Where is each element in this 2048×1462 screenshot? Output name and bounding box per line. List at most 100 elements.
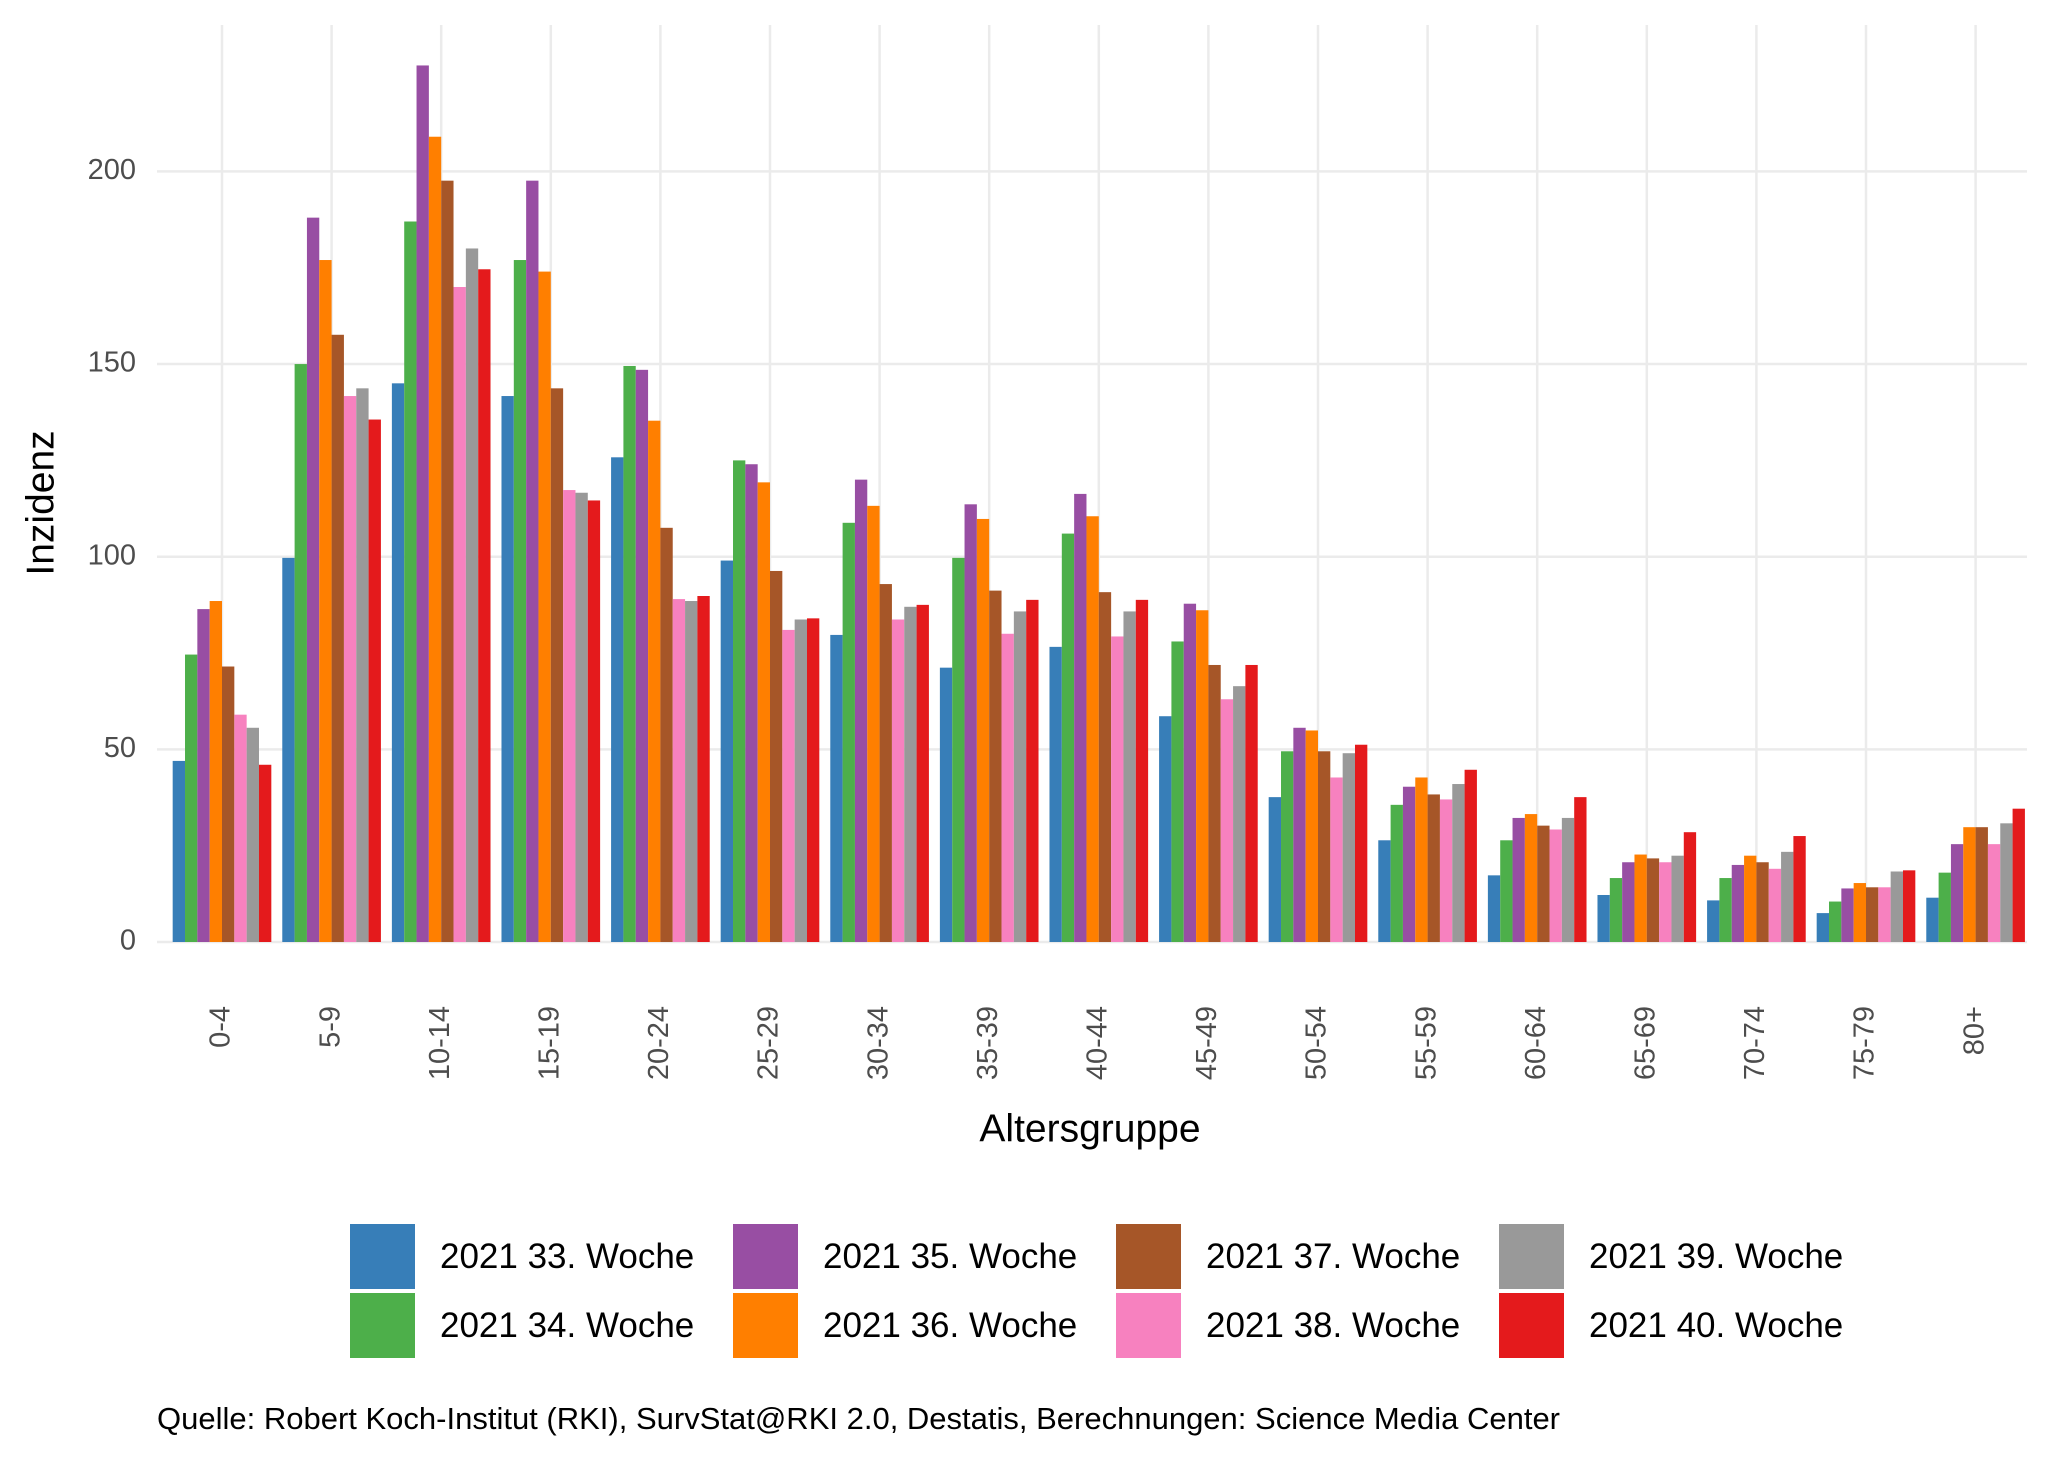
bar xyxy=(587,500,601,942)
y-tick-label: 200 xyxy=(88,154,136,186)
bar xyxy=(964,504,977,942)
bar xyxy=(513,260,527,942)
bar xyxy=(404,221,417,942)
bar xyxy=(1768,868,1782,942)
legend-key xyxy=(733,1293,798,1358)
bar xyxy=(611,457,624,942)
bar xyxy=(879,584,892,942)
bar xyxy=(1318,751,1331,942)
x-tick-label: 65-69 xyxy=(1629,1006,1661,1080)
bar xyxy=(1001,633,1014,942)
bar xyxy=(1574,797,1587,942)
bar xyxy=(172,760,186,942)
y-tick-label: 50 xyxy=(104,732,136,764)
bar xyxy=(635,369,649,942)
caption: Quelle: Robert Koch-Institut (RKI), Surv… xyxy=(157,1401,1560,1436)
bar xyxy=(1439,799,1453,942)
bar xyxy=(197,609,210,942)
legend-label: 2021 35. Woche xyxy=(823,1237,1077,1276)
bar xyxy=(1707,900,1720,942)
bar xyxy=(1524,814,1538,942)
bar xyxy=(1464,769,1477,942)
bar xyxy=(478,269,491,942)
bar xyxy=(1829,901,1842,942)
x-tick-label: 80+ xyxy=(1958,1006,1990,1055)
bar xyxy=(1512,817,1525,942)
bar xyxy=(648,420,661,943)
bar xyxy=(770,570,783,942)
bar xyxy=(1208,664,1221,942)
bar xyxy=(1975,827,1988,942)
bar xyxy=(501,396,514,943)
legend-label: 2021 40. Woche xyxy=(1589,1306,1843,1345)
bar xyxy=(1220,699,1234,942)
y-axis-title: Inzidenz xyxy=(19,430,62,575)
bar xyxy=(891,619,905,942)
bar xyxy=(1013,611,1027,942)
bar xyxy=(1853,883,1866,942)
bar xyxy=(697,596,710,942)
bar xyxy=(1268,797,1282,942)
bar xyxy=(1098,592,1112,942)
bar xyxy=(904,606,917,942)
x-tick-label: 10-14 xyxy=(424,1006,456,1080)
x-tick-label: 25-29 xyxy=(753,1006,785,1080)
bar xyxy=(1183,603,1197,942)
bar xyxy=(1890,871,1903,942)
bar xyxy=(1537,825,1550,942)
bar xyxy=(526,180,539,943)
bar xyxy=(1245,664,1258,942)
bar xyxy=(1342,753,1355,942)
bar xyxy=(939,667,953,942)
bar xyxy=(1111,636,1124,942)
bar xyxy=(685,601,698,942)
bar xyxy=(1597,894,1610,942)
bar xyxy=(1646,858,1660,942)
bar xyxy=(1683,832,1697,942)
bar xyxy=(1659,862,1672,942)
bar xyxy=(757,482,770,942)
bar xyxy=(867,505,880,942)
bar xyxy=(465,248,479,942)
x-tick-label: 55-59 xyxy=(1410,1006,1442,1080)
bar xyxy=(1427,794,1440,942)
bar xyxy=(1671,855,1684,942)
bar xyxy=(294,364,307,942)
bar xyxy=(1902,870,1916,942)
bar xyxy=(720,560,734,942)
legend-label: 2021 37. Woche xyxy=(1206,1237,1460,1276)
bar xyxy=(745,464,758,942)
legend-label: 2021 34. Woche xyxy=(440,1306,694,1345)
bar xyxy=(1841,888,1854,942)
legend-key xyxy=(1499,1293,1564,1358)
bar xyxy=(1452,784,1465,942)
x-tick-label: 75-79 xyxy=(1849,1006,1881,1080)
legend-key xyxy=(733,1224,798,1289)
bar xyxy=(1159,716,1172,942)
bar xyxy=(1390,804,1403,942)
bar xyxy=(1500,840,1513,942)
x-tick-label: 20-24 xyxy=(643,1006,675,1080)
x-tick-label: 35-39 xyxy=(972,1006,1004,1080)
legend-label: 2021 39. Woche xyxy=(1589,1237,1843,1276)
bar xyxy=(1074,493,1087,942)
bar xyxy=(538,271,551,942)
bar xyxy=(1293,727,1306,942)
bar xyxy=(782,629,795,942)
bar xyxy=(1926,897,1939,942)
legend-key xyxy=(1116,1224,1181,1289)
x-tick-label: 30-34 xyxy=(862,1006,894,1080)
bar xyxy=(1026,599,1039,942)
bar xyxy=(331,334,344,942)
legend-key xyxy=(1116,1293,1181,1358)
bar xyxy=(356,388,369,942)
bar xyxy=(952,557,965,942)
x-tick-label: 60-64 xyxy=(1520,1006,1552,1080)
bar xyxy=(185,654,198,942)
bar xyxy=(1634,854,1647,942)
bar xyxy=(209,601,222,942)
bar xyxy=(1622,862,1635,942)
bar xyxy=(806,618,820,942)
bar xyxy=(391,383,405,943)
